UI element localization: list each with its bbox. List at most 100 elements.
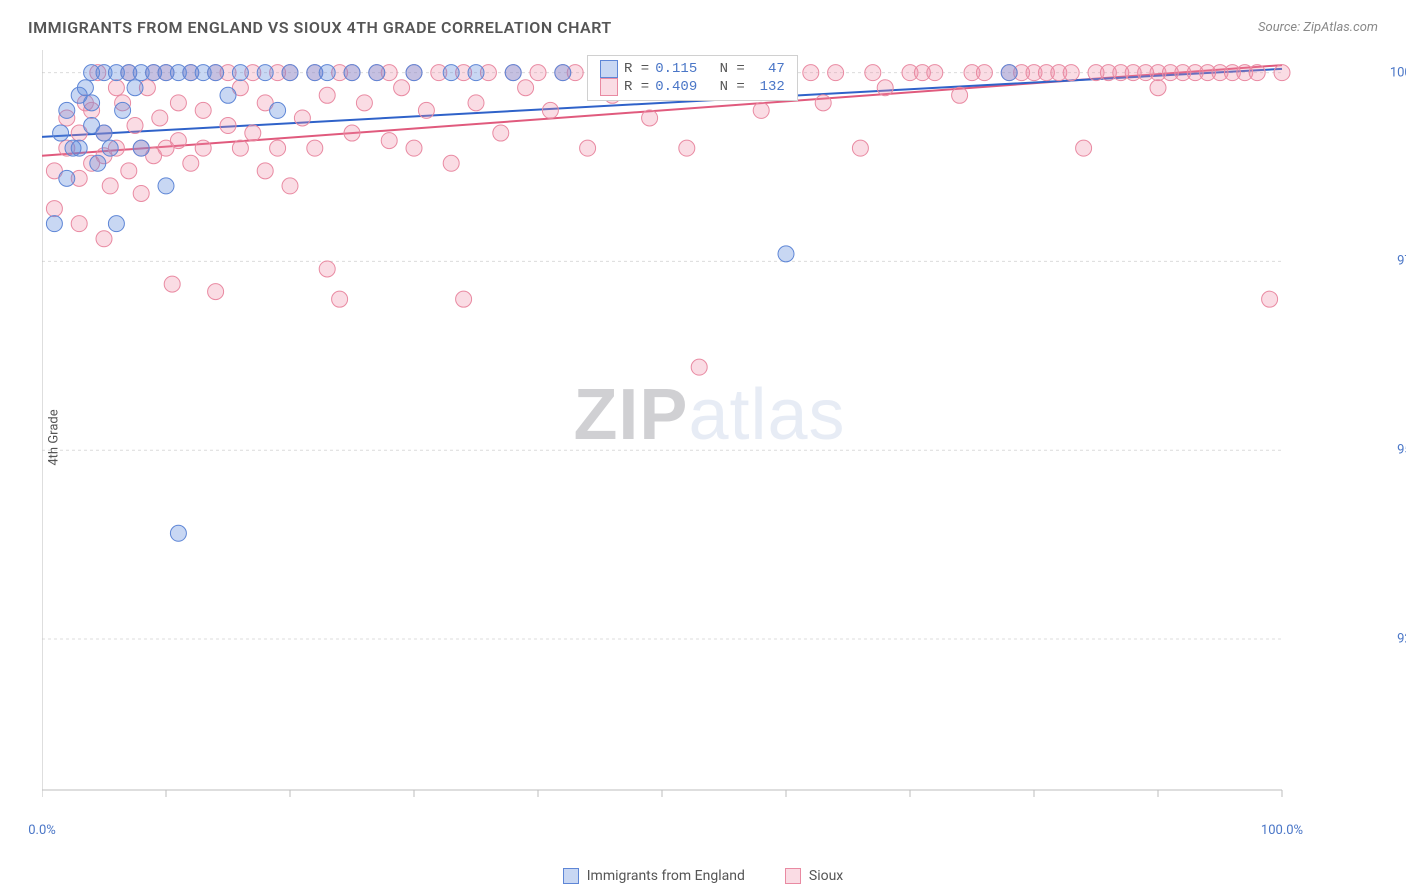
data-point — [133, 140, 149, 156]
data-point — [852, 140, 868, 156]
data-point — [542, 102, 558, 118]
data-point — [108, 80, 124, 96]
data-point — [319, 87, 335, 103]
data-point — [245, 125, 261, 141]
data-point — [530, 65, 546, 81]
data-point — [580, 140, 596, 156]
stats-legend: R = 0.115 N = 47R = 0.409 N = 132 — [587, 55, 798, 101]
data-point — [332, 291, 348, 307]
data-point — [115, 102, 131, 118]
data-point — [195, 102, 211, 118]
data-point — [443, 65, 459, 81]
data-point — [208, 284, 224, 300]
data-point — [96, 125, 112, 141]
data-point — [232, 140, 248, 156]
data-point — [121, 163, 137, 179]
data-point — [257, 65, 273, 81]
r-value: 0.115 — [655, 61, 705, 77]
data-point — [679, 140, 695, 156]
data-point — [1150, 80, 1166, 96]
data-point — [1274, 65, 1290, 81]
y-tick-label: 97.5% — [1397, 254, 1406, 269]
data-point — [183, 155, 199, 171]
data-point — [170, 525, 186, 541]
stats-legend-row: R = 0.409 N = 132 — [600, 78, 785, 96]
data-point — [108, 216, 124, 232]
data-point — [77, 80, 93, 96]
legend-swatch — [785, 868, 801, 884]
data-point — [505, 65, 521, 81]
data-point — [71, 216, 87, 232]
legend-item: Sioux — [785, 868, 843, 884]
data-point — [1001, 65, 1017, 81]
y-tick-label: 100.0% — [1390, 65, 1406, 80]
data-point — [46, 201, 62, 217]
data-point — [406, 140, 422, 156]
r-value: 0.409 — [655, 79, 705, 95]
data-point — [84, 95, 100, 111]
data-point — [952, 87, 968, 103]
legend-label: Immigrants from England — [587, 868, 745, 884]
data-point — [369, 65, 385, 81]
data-point — [307, 140, 323, 156]
n-value: 47 — [751, 61, 785, 77]
data-point — [344, 65, 360, 81]
data-point — [865, 65, 881, 81]
data-point — [468, 65, 484, 81]
data-point — [418, 102, 434, 118]
n-value: 132 — [751, 79, 785, 95]
data-point — [59, 170, 75, 186]
r-label: R = — [624, 61, 649, 77]
data-point — [127, 118, 143, 134]
data-point — [152, 110, 168, 126]
y-tick-label: 92.5% — [1397, 631, 1406, 646]
data-point — [1262, 291, 1278, 307]
data-point — [828, 65, 844, 81]
legend-swatch — [563, 868, 579, 884]
data-point — [1076, 140, 1092, 156]
data-point — [208, 65, 224, 81]
data-point — [270, 140, 286, 156]
data-point — [220, 118, 236, 134]
data-point — [394, 80, 410, 96]
data-point — [294, 110, 310, 126]
data-point — [282, 65, 298, 81]
n-label: N = — [711, 61, 745, 77]
data-point — [642, 110, 658, 126]
legend-item: Immigrants from England — [563, 868, 745, 884]
data-point — [53, 125, 69, 141]
data-point — [257, 163, 273, 179]
data-point — [927, 65, 943, 81]
stats-legend-row: R = 0.115 N = 47 — [600, 60, 785, 78]
source-label: Source: ZipAtlas.com — [1258, 20, 1378, 35]
y-tick-label: 95.0% — [1397, 443, 1406, 458]
x-tick-label: 100.0% — [1261, 823, 1303, 838]
data-point — [170, 133, 186, 149]
data-point — [468, 95, 484, 111]
data-point — [753, 102, 769, 118]
data-point — [344, 125, 360, 141]
x-tick-label: 0.0% — [28, 823, 56, 838]
legend-swatch — [600, 78, 618, 96]
n-label: N = — [711, 79, 745, 95]
data-point — [102, 140, 118, 156]
data-point — [381, 133, 397, 149]
data-point — [127, 80, 143, 96]
chart-title: IMMIGRANTS FROM ENGLAND VS SIOUX 4TH GRA… — [28, 18, 612, 37]
data-point — [518, 80, 534, 96]
r-label: R = — [624, 79, 649, 95]
data-point — [158, 178, 174, 194]
legend-swatch — [600, 60, 618, 78]
data-point — [133, 185, 149, 201]
scatter-plot — [42, 50, 1377, 810]
data-point — [443, 155, 459, 171]
legend-label: Sioux — [809, 868, 843, 884]
data-point — [220, 87, 236, 103]
data-point — [1249, 65, 1265, 81]
data-point — [456, 291, 472, 307]
data-point — [90, 155, 106, 171]
data-point — [319, 65, 335, 81]
data-point — [815, 95, 831, 111]
data-point — [102, 178, 118, 194]
data-point — [803, 65, 819, 81]
